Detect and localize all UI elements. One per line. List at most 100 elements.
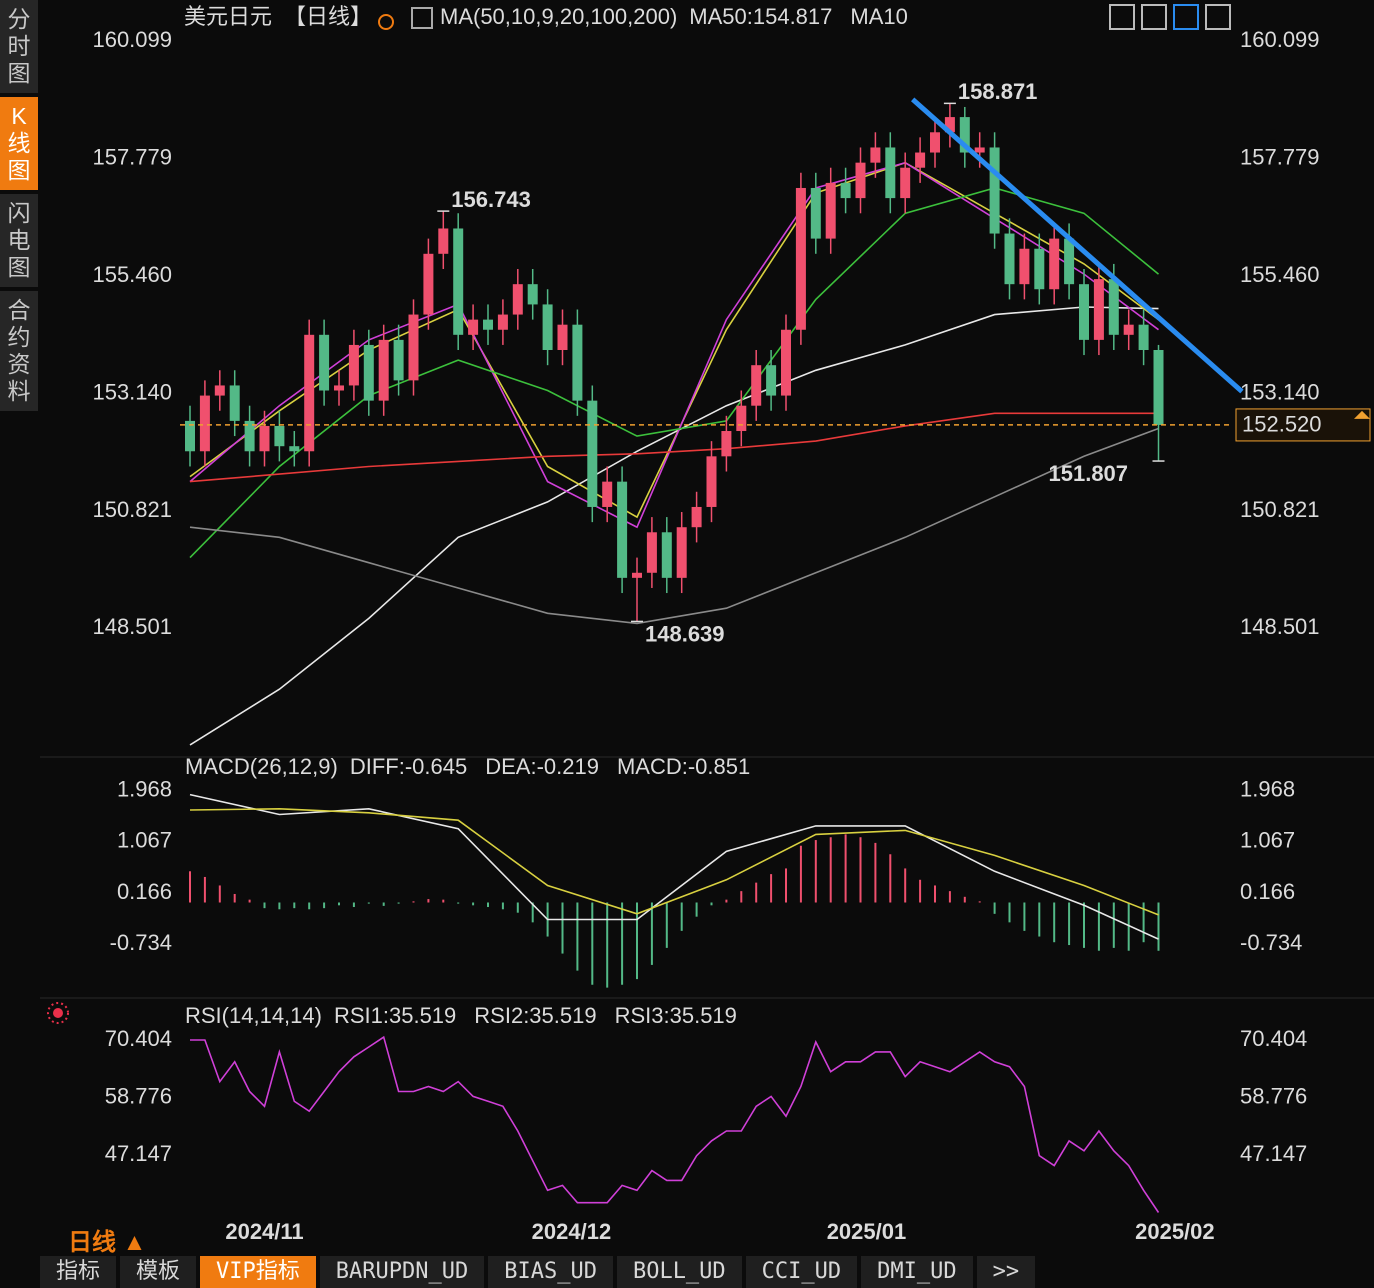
sidebar-item[interactable]: 分时图 (0, 0, 38, 93)
legend-entry: RSI3:35.519 (615, 1003, 737, 1028)
y-tick-label: 70.404 (1240, 1026, 1307, 1051)
tab[interactable]: BIAS_UD (488, 1256, 613, 1288)
panel-title: MACD(26,12,9) (185, 754, 338, 779)
period-label[interactable]: 日线 ▲ (68, 1229, 147, 1256)
annotation: 158.871 (958, 79, 1038, 104)
candle-body (1123, 324, 1134, 335)
y-tick-label: 153.140 (1240, 379, 1320, 404)
tab[interactable]: CCI_UD (745, 1256, 858, 1288)
macd-line (189, 793, 1159, 940)
candle-body (1153, 350, 1164, 425)
x-tick-label: 2024/12 (532, 1219, 612, 1244)
candle-body (483, 319, 493, 330)
y-tick-label: 150.821 (92, 497, 172, 522)
y-tick-label: 1.067 (1240, 828, 1295, 853)
candle-body (587, 400, 598, 507)
chart: 美元日元 【日线】 MA50:154.817 MA10 MA(50,10,9,20,10… (40, 4, 1374, 1244)
candle-body (930, 132, 940, 153)
candle-body (795, 187, 806, 330)
legend-entry: RSI2:35.519 (474, 1003, 596, 1028)
y-tick-label: 148.501 (92, 614, 172, 639)
sidebar-item[interactable]: K线图 (0, 97, 38, 190)
legend-entry: MA50:154.817 (689, 4, 832, 29)
candle-body (646, 532, 657, 573)
candle-body (244, 420, 255, 452)
candle-body (676, 527, 687, 578)
tab-bar: 指标 模板 VIP指标 BARUPDN_UD BIAS_UD BOLL_UD CCI_UD D… (40, 1256, 1036, 1288)
candle-body (468, 319, 479, 335)
y-tick-label: 155.460 (92, 262, 172, 287)
ma-line (189, 427, 1159, 625)
tab[interactable]: BARUPDN_UD (319, 1256, 485, 1288)
candle-body (185, 420, 195, 452)
candle-body (378, 339, 389, 401)
candle-body (393, 339, 404, 381)
legend-entry: MA10 (850, 4, 907, 29)
candle-body (661, 532, 672, 578)
candle-body (706, 456, 717, 507)
ma-line (189, 161, 1159, 529)
candle-body (781, 329, 791, 396)
candle-body (348, 344, 359, 386)
rsi-line (190, 1035, 1160, 1213)
tab[interactable]: 指标 (40, 1256, 117, 1288)
icon (378, 14, 394, 30)
x-tick-label: 2025/02 (1135, 1219, 1215, 1244)
candle-body (1064, 238, 1075, 285)
tab[interactable]: 模板 (120, 1256, 197, 1288)
candle-body (1034, 248, 1045, 290)
candle-body (512, 284, 523, 315)
tab[interactable]: BOLL_UD (616, 1256, 742, 1288)
candle-body (721, 431, 732, 457)
candle-body (855, 162, 866, 199)
tab[interactable]: >> (976, 1256, 1036, 1288)
candle-body (691, 506, 702, 528)
toolbar-icons (1109, 4, 1231, 30)
y-tick-label: 153.140 (92, 379, 172, 404)
sun-icon (47, 1002, 69, 1024)
y-tick-label: 157.779 (92, 144, 172, 169)
candle-body (199, 395, 210, 452)
candle-body (572, 324, 583, 401)
candle-body (1093, 279, 1104, 340)
period-label: 【日线】 (284, 4, 372, 29)
candle-body (915, 152, 926, 168)
candle-body (870, 147, 881, 163)
panel-title: RSI(14,14,14) (185, 1003, 322, 1028)
candle-body (617, 481, 628, 578)
candle-body (453, 228, 464, 335)
indicator-label: MA(50,10,9,20,100,200) (440, 4, 677, 29)
candle-body (766, 365, 777, 396)
candle-body (438, 228, 449, 254)
ma-line (189, 412, 1159, 483)
candle-body (1049, 238, 1060, 290)
y-tick-label: 0.166 (1240, 879, 1295, 904)
candle-body (289, 446, 300, 452)
annotation: 156.743 (451, 187, 531, 212)
y-tick-label: 1.968 (117, 777, 172, 802)
tab[interactable]: VIP指标 (200, 1256, 316, 1288)
candle-body (974, 147, 985, 153)
sidebar-item[interactable]: 合约资料 (0, 291, 38, 411)
candle-body (944, 117, 955, 133)
annotation: 151.807 (1049, 461, 1129, 486)
y-tick-label: 58.776 (105, 1083, 172, 1108)
candle-body (751, 365, 762, 406)
macd-line (189, 807, 1159, 916)
current-price-label: 152.520 (1242, 412, 1322, 437)
candle-body (632, 572, 642, 578)
legend-entry: MACD:-0.851 (617, 754, 750, 779)
y-tick-label: 157.779 (1240, 144, 1320, 169)
price-marker (1354, 410, 1370, 419)
candle-body (334, 385, 344, 391)
y-tick-label: 160.099 (92, 27, 172, 52)
candle-body (810, 187, 821, 239)
ma-line (189, 161, 1159, 519)
candle-body (602, 481, 613, 507)
sidebar-item[interactable]: 闪电图 (0, 194, 38, 287)
legend-entry: DEA:-0.219 (485, 754, 599, 779)
tab[interactable]: DMI_UD (861, 1256, 973, 1288)
chart-title: 美元日元 (184, 4, 272, 29)
candle-body (497, 314, 508, 330)
